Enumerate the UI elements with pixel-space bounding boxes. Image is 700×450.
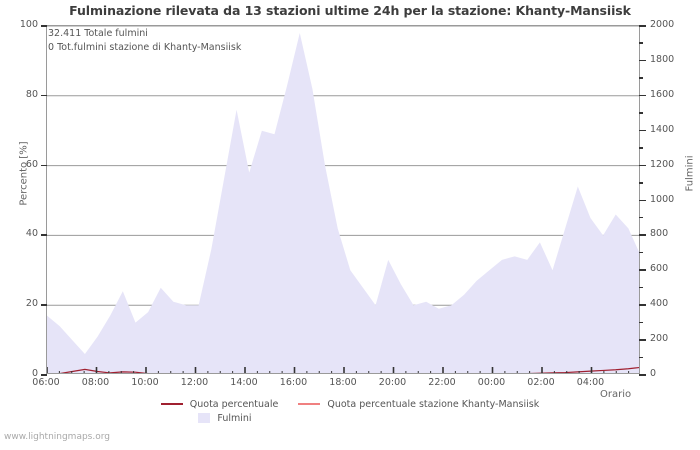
legend-line-swatch — [298, 403, 321, 405]
y-axis-right-tick-mark — [639, 234, 646, 236]
legend-item[interactable]: Quota percentuale — [160, 398, 279, 410]
x-axis-tick-label: 12:00 — [180, 377, 209, 388]
x-axis-tick-label: 00:00 — [477, 377, 506, 388]
x-axis-tick-label: 02:00 — [527, 377, 555, 388]
y-axis-right-tick-mark — [639, 42, 643, 44]
y-axis-right-tick-mark — [639, 269, 646, 271]
y-axis-right-tick-label: 800 — [650, 228, 669, 240]
y-axis-left-tick-mark — [41, 234, 47, 236]
legend-box-swatch — [198, 413, 211, 423]
legend-row-primary: Quota percentuale Quota percentuale stazi… — [0, 397, 700, 411]
y-axis-left-tick-label: 20 — [25, 298, 38, 310]
x-axis-tick-label: 16:00 — [279, 377, 308, 388]
y-axis-left-tick-mark — [41, 94, 47, 97]
y-axis-left-tick-mark — [41, 25, 47, 27]
y-axis-right-tick-label: 1000 — [650, 193, 675, 205]
y-axis-right-tick-mark — [639, 94, 646, 97]
y-axis-right-label: Fulmini — [684, 155, 696, 192]
y-axis-right-tick-mark — [639, 321, 643, 324]
y-axis-right-tick-mark — [639, 251, 643, 254]
y-axis-right-tick-mark — [639, 77, 643, 79]
y-axis-left-tick-mark — [41, 304, 47, 306]
y-axis-right-tick-label: 400 — [650, 298, 669, 310]
y-axis-left-tick-label: 60 — [25, 158, 38, 170]
y-axis-left-tick-mark — [41, 164, 47, 167]
y-axis-right-tick-mark — [639, 112, 643, 114]
legend-label: Quota percentuale stazione Khanty-Mansii… — [327, 398, 540, 410]
y-axis-left-label: Percento [%] — [18, 141, 30, 206]
y-axis-right-tick-label: 0 — [650, 368, 657, 379]
y-axis-left-tick-label: 40 — [25, 228, 38, 240]
legend-item[interactable]: Quota percentuale stazione Khanty-Mansii… — [298, 399, 539, 410]
x-axis-tick-label: 10:00 — [131, 377, 159, 388]
y-axis-right-tick-mark — [639, 129, 646, 132]
legend-line-swatch — [160, 403, 183, 405]
y-axis-left-tick-mark — [41, 374, 47, 376]
y-axis-right-tick-label: 2000 — [650, 19, 675, 30]
y-axis-right-tick-label: 1400 — [650, 123, 675, 135]
y-axis-right-tick-mark — [639, 199, 646, 201]
y-axis-right-tick-mark — [639, 164, 646, 167]
plot-area — [46, 25, 640, 374]
y-axis-right-tick-mark — [639, 286, 643, 289]
y-axis-right-tick-mark — [639, 339, 646, 341]
x-axis-tick-label: 06:00 — [32, 377, 60, 388]
chart-legend: Quota percentuale Quota percentuale stazi… — [0, 397, 700, 425]
legend-row-secondary: Fulmini — [0, 411, 700, 425]
chart-title: Fulminazione rilevata da 13 stazioni ult… — [69, 3, 631, 18]
x-axis-tick-label: 20:00 — [378, 377, 407, 388]
x-axis-tick-label: 08:00 — [81, 377, 110, 388]
legend-label: Quota percentuale — [189, 398, 279, 410]
y-axis-right-tick-label: 200 — [650, 333, 669, 345]
y-axis-right-tick-mark — [639, 182, 643, 184]
y-axis-right-tick-label: 1200 — [650, 158, 675, 170]
y-axis-right-tick-mark — [639, 25, 646, 27]
y-axis-left-tick-label: 80 — [25, 88, 38, 100]
y-axis-right-tick-label: 1800 — [650, 53, 675, 65]
x-axis-tick-label: 18:00 — [329, 377, 357, 388]
legend-label: Fulmini — [217, 412, 252, 424]
legend-item[interactable]: Fulmini — [198, 412, 252, 424]
y-axis-right-tick-label: 600 — [650, 263, 669, 275]
x-axis-label: Orario — [600, 389, 632, 400]
y-axis-right-tick-mark — [639, 216, 643, 219]
x-axis-tick-label: 22:00 — [428, 377, 456, 388]
y-axis-left-tick-label: 100 — [19, 19, 38, 30]
fulmini-area-series — [47, 32, 639, 373]
y-axis-left-tick-label: 0 — [31, 368, 38, 379]
y-axis-right-tick-mark — [639, 304, 646, 306]
watermark-url: www.lightningmaps.org — [4, 432, 110, 442]
y-axis-right-tick-mark — [639, 59, 646, 62]
y-axis-right-tick-mark — [639, 147, 643, 149]
y-axis-right-tick-mark — [639, 374, 646, 376]
y-axis-right-tick-label: 1600 — [650, 88, 675, 100]
x-axis-tick-label: 04:00 — [576, 377, 605, 388]
y-axis-right-tick-mark — [639, 356, 643, 359]
plot-canvas — [47, 26, 639, 373]
x-axis-minor-ticks — [47, 367, 630, 373]
x-axis-tick-label: 14:00 — [230, 377, 258, 388]
